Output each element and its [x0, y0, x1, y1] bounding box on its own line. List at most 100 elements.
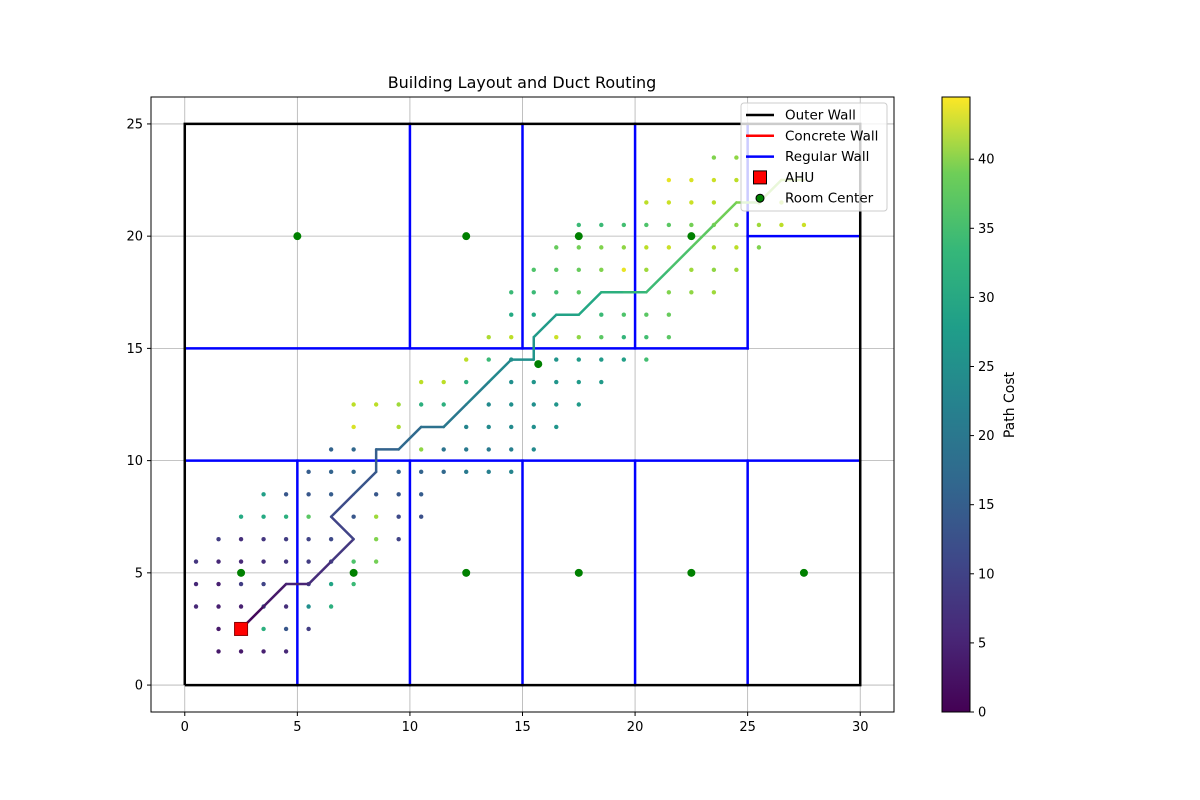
- explored-point: [216, 559, 221, 564]
- explored-point: [666, 290, 672, 295]
- duct-path-segment: [352, 470, 378, 496]
- legend-circle-swatch: [755, 193, 765, 203]
- explored-point: [734, 222, 739, 228]
- explored-point: [261, 581, 266, 587]
- explored-point: [351, 559, 356, 564]
- explored-point: [328, 581, 334, 587]
- explored-point: [351, 447, 356, 452]
- explored-point: [486, 447, 491, 452]
- explored-point: [531, 312, 536, 317]
- room-center-point: [293, 232, 302, 241]
- explored-point: [441, 469, 446, 475]
- legend-label: Outer Wall: [785, 108, 856, 124]
- y-tick-label: 0: [135, 679, 143, 694]
- explored-point: [509, 424, 514, 430]
- explored-point: [554, 334, 559, 340]
- explored-point: [216, 626, 221, 632]
- explored-point: [193, 581, 199, 587]
- room-center-point: [574, 232, 583, 241]
- explored-point: [351, 581, 356, 587]
- explored-point: [666, 222, 672, 228]
- x-axis: 0 5 10 15 20 25 30: [181, 712, 869, 735]
- legend-label: Regular Wall: [785, 149, 869, 165]
- explored-point: [464, 379, 469, 385]
- explored-point: [261, 559, 266, 564]
- duct-path-segment: [329, 515, 355, 541]
- explored-point: [216, 536, 221, 542]
- explored-point: [531, 402, 536, 407]
- explored-points: [193, 155, 807, 654]
- explored-point: [328, 469, 334, 475]
- colorbar: 0 5 10 15 20 25 30 35 40 Path Cost: [941, 96, 1018, 721]
- x-tick-label: 5: [293, 720, 301, 735]
- explored-point: [418, 447, 424, 452]
- explored-point: [486, 469, 491, 475]
- explored-point: [328, 447, 334, 452]
- explored-point: [531, 290, 536, 295]
- duct-path-segment: [397, 425, 423, 451]
- colorbar-label: Path Cost: [1002, 371, 1018, 438]
- colorbar-ticks: 0 5 10 15 20 25 30 35 40: [970, 153, 995, 721]
- duct-path-segment: [307, 560, 333, 586]
- duct-path-segment: [712, 201, 738, 227]
- y-axis: 0 5 10 15 20 25: [126, 117, 151, 694]
- explored-point: [306, 559, 311, 564]
- explored-point: [396, 536, 401, 542]
- explored-point: [554, 379, 559, 385]
- explored-point: [621, 334, 627, 340]
- colorbar-tick-label: 40: [978, 153, 995, 168]
- explored-point: [689, 200, 694, 205]
- explored-point: [396, 492, 401, 497]
- explored-point: [801, 222, 807, 228]
- x-tick-label: 10: [402, 720, 419, 735]
- explored-point: [554, 424, 559, 430]
- colorbar-tick-label: 25: [978, 360, 995, 375]
- explored-point: [396, 424, 401, 430]
- explored-point: [238, 536, 244, 542]
- explored-point: [576, 245, 581, 250]
- explored-point: [193, 559, 199, 564]
- explored-point: [644, 267, 649, 273]
- explored-point: [418, 492, 424, 497]
- duct-path-segment: [442, 403, 468, 429]
- y-tick-label: 25: [126, 117, 143, 132]
- x-tick-label: 30: [852, 720, 869, 735]
- explored-point: [373, 536, 379, 542]
- explored-point: [666, 312, 672, 317]
- room-center-point: [799, 568, 808, 577]
- duct-path: [239, 178, 806, 631]
- explored-point: [261, 536, 266, 542]
- explored-point: [576, 402, 581, 407]
- duct-path-segment: [690, 223, 716, 249]
- room-center-point: [462, 568, 471, 577]
- explored-point: [509, 312, 514, 317]
- explored-point: [779, 222, 784, 228]
- explored-point: [734, 267, 739, 273]
- explored-point: [644, 334, 649, 340]
- explored-point: [554, 357, 559, 362]
- explored-point: [689, 177, 694, 183]
- explored-point: [644, 222, 649, 228]
- explored-point: [531, 424, 536, 430]
- explored-point: [193, 604, 199, 609]
- legend-label: Room Center: [785, 191, 874, 207]
- explored-point: [509, 447, 514, 452]
- explored-point: [418, 379, 424, 385]
- x-tick-label: 0: [181, 720, 189, 735]
- explored-point: [621, 222, 627, 228]
- colorbar-tick-label: 10: [978, 567, 995, 582]
- duct-path-segment: [464, 380, 490, 406]
- explored-point: [644, 312, 649, 317]
- explored-point: [283, 604, 289, 609]
- explored-point: [509, 334, 514, 340]
- explored-point: [689, 222, 694, 228]
- explored-point: [576, 379, 581, 385]
- explored-point: [216, 649, 221, 654]
- duct-path-segment: [329, 537, 355, 563]
- explored-point: [599, 222, 604, 228]
- y-tick-label: 10: [126, 454, 143, 469]
- colorbar-tick-label: 30: [978, 291, 995, 306]
- duct-path-segment: [487, 358, 513, 384]
- room-centers: [237, 232, 808, 577]
- explored-point: [554, 402, 559, 407]
